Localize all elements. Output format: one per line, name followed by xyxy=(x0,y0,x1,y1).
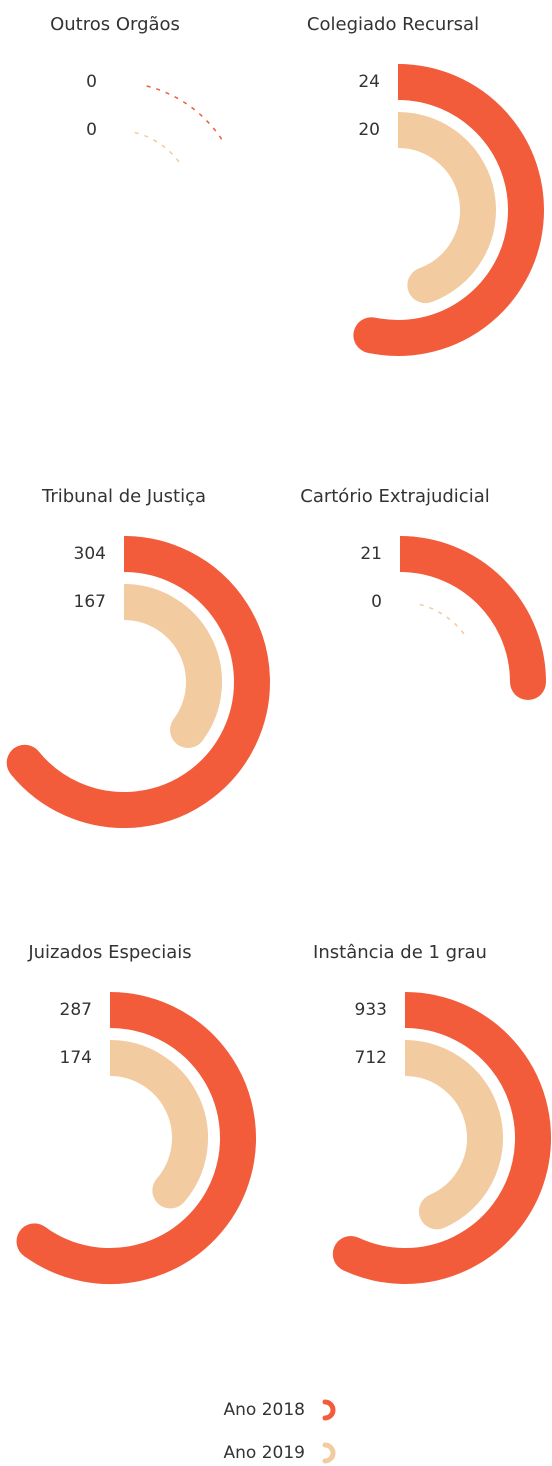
chart-title: Tribunal de Justiça xyxy=(41,486,206,507)
arc-cap xyxy=(407,267,444,304)
arc-bar xyxy=(397,112,496,303)
zero-arc xyxy=(146,85,224,142)
legend-label: Ano 2019 xyxy=(224,1443,305,1463)
chart-title: Juizados Especiais xyxy=(27,942,191,963)
chart-title: Colegiado Recursal xyxy=(307,14,479,35)
arc-bar xyxy=(399,536,546,683)
value-label: 20 xyxy=(358,120,380,140)
arc-cap xyxy=(353,317,390,354)
value-label: 24 xyxy=(358,72,380,92)
arc-bar xyxy=(367,64,544,356)
value-label: 0 xyxy=(371,592,382,612)
legend-swatch xyxy=(322,1399,336,1421)
value-label: 21 xyxy=(360,544,382,564)
arc-cap xyxy=(418,1193,455,1230)
arc-bar xyxy=(343,992,551,1284)
arc-cap xyxy=(6,744,43,781)
legend-label: Ano 2018 xyxy=(224,1400,305,1420)
arc-bar xyxy=(123,584,222,741)
value-label: 167 xyxy=(74,592,106,612)
chart-title: Cartório Extrajudicial xyxy=(300,486,489,507)
value-label: 0 xyxy=(86,120,97,140)
zero-arc xyxy=(134,131,183,168)
arc-bar xyxy=(109,1040,208,1203)
value-label: 287 xyxy=(60,1000,92,1020)
value-label: 174 xyxy=(60,1048,92,1068)
arc-cap xyxy=(510,664,546,700)
arc-cap xyxy=(170,711,207,748)
arc-cap xyxy=(332,1235,369,1272)
chart-title: Instância de 1 grau xyxy=(313,942,487,963)
arc-cap xyxy=(16,1223,53,1260)
arc-bar xyxy=(10,536,270,828)
chart-title: Outros Orgãos xyxy=(50,14,180,35)
value-label: 304 xyxy=(74,544,106,564)
value-label: 0 xyxy=(86,72,97,92)
value-label: 712 xyxy=(355,1048,387,1068)
value-label: 933 xyxy=(355,1000,387,1020)
arc-bar xyxy=(404,1040,503,1228)
arc-bar xyxy=(23,992,256,1284)
legend-swatch xyxy=(322,1442,336,1464)
zero-arc xyxy=(419,603,468,640)
arc-cap xyxy=(152,1172,189,1209)
